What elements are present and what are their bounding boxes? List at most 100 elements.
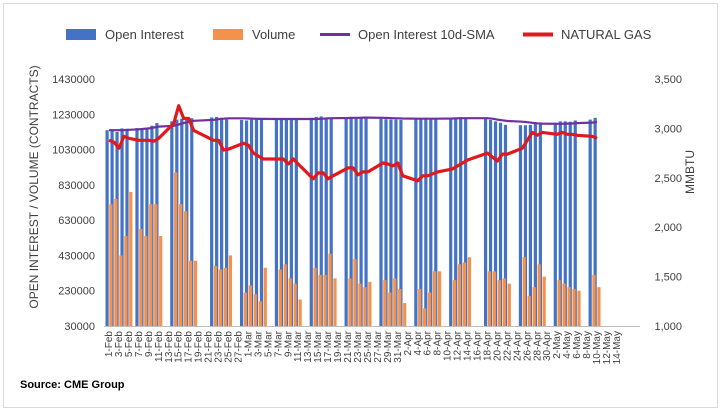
volume-bar <box>418 288 422 326</box>
x-tick-label: 5-Mar <box>263 330 274 357</box>
x-tick-label: 9-Feb <box>144 331 155 358</box>
open-interest-bar <box>105 130 109 326</box>
x-tick-label: 14-Apr <box>463 330 474 361</box>
x-tick-label: 9-Mar <box>283 330 294 357</box>
open-interest-bar <box>140 128 144 326</box>
x-tick-label: 6-May <box>572 331 583 359</box>
open-interest-bar <box>488 119 493 326</box>
x-tick-label: 23-Feb <box>214 331 225 363</box>
x-tick-label: 27-Mar <box>373 330 384 362</box>
x-tick-label: 31-Mar <box>393 330 404 362</box>
volume-bar <box>572 288 576 326</box>
y-axis-left-ticks: 30000 230000 430000 630000 830000 1030000 1230… <box>52 74 95 333</box>
open-interest-bar <box>503 124 508 326</box>
source-note: Source: CME Group <box>20 379 125 391</box>
open-interest-bar <box>459 117 463 326</box>
x-tick-label: 8-Apr <box>433 330 444 355</box>
volume-bar <box>283 264 287 326</box>
volume-bar <box>542 276 546 326</box>
open-interest-bar <box>523 125 528 326</box>
x-tick-label: 30-Apr <box>542 330 553 361</box>
open-interest-bar <box>389 119 393 326</box>
volume-bar <box>507 283 511 326</box>
open-interest-bar <box>364 117 368 326</box>
open-interest-bar <box>225 119 229 326</box>
y-left-tick-label: 230000 <box>58 286 95 298</box>
open-interest-bar <box>394 119 398 326</box>
volume-bars <box>109 172 601 326</box>
volume-bar <box>278 269 282 326</box>
x-tick-label: 21-Feb <box>204 331 215 363</box>
y-axis-left-title: OPEN INTEREST / VOLUME (CONTRACTS) <box>27 65 41 308</box>
volume-bar <box>318 274 322 326</box>
open-interest-bar <box>419 118 423 326</box>
volume-bar <box>298 299 302 326</box>
line-series <box>108 104 598 183</box>
volume-bar <box>527 296 531 326</box>
x-tick-label: 25-Mar <box>363 330 374 362</box>
volume-bar <box>467 257 472 326</box>
open-interest-bar <box>324 117 328 326</box>
x-tick-label: 2-May <box>552 331 563 359</box>
x-tick-label: 15-Mar <box>313 330 324 362</box>
volume-bar <box>398 288 402 326</box>
volume-bar <box>154 204 158 326</box>
volume-bar <box>218 269 223 326</box>
volume-bar <box>248 285 252 326</box>
open-interest-bar <box>483 117 488 326</box>
volume-bar <box>532 287 536 326</box>
open-interest-bar <box>359 117 363 326</box>
volume-bar <box>452 280 457 326</box>
y-left-tick-label: 1230000 <box>52 109 95 121</box>
x-tick-label: 20-Apr <box>492 330 503 361</box>
x-tick-label: 14-May <box>612 331 623 364</box>
x-tick-label: 8-May <box>582 331 593 359</box>
y-right-tick-label: 1,000 <box>654 321 682 333</box>
natural-gas-line <box>108 104 598 183</box>
x-tick-label: 13-Feb <box>164 331 175 363</box>
x-tick-label: 28-Apr <box>532 330 543 361</box>
x-tick-label: 17-Mar <box>323 330 334 362</box>
volume-bar <box>179 204 183 326</box>
open-interest-bar <box>379 118 383 326</box>
volume-bar <box>188 260 193 326</box>
open-interest-bar <box>125 128 129 326</box>
open-interest-bar <box>254 119 259 326</box>
open-interest-bar <box>244 120 249 326</box>
open-interest-bar <box>294 119 298 326</box>
volume-bar <box>323 274 327 326</box>
open-interest-bar <box>274 119 279 327</box>
open-interest-bar <box>429 118 433 326</box>
legend-label-natural-gas: NATURAL GAS <box>561 27 652 42</box>
volume-bar <box>293 283 297 326</box>
volume-bar <box>129 191 133 326</box>
open-interest-bar <box>239 119 244 326</box>
open-interest-bar <box>573 120 577 326</box>
open-interest-bar <box>279 119 283 326</box>
x-tick-label: 10-Apr <box>443 330 454 361</box>
volume-bar <box>383 280 387 326</box>
open-interest-bar <box>249 119 254 326</box>
volume-bar <box>243 292 247 326</box>
open-interest-bar <box>533 123 537 326</box>
x-tick-label: 19-Feb <box>194 331 205 363</box>
x-tick-label: 5-Feb <box>124 331 135 358</box>
x-tick-label: 21-Mar <box>343 330 354 362</box>
y-left-tick-label: 630000 <box>58 215 95 227</box>
volume-bar <box>223 267 228 326</box>
open-interest-bar <box>170 121 174 326</box>
open-interest-bar <box>464 117 468 326</box>
volume-bar <box>263 267 267 326</box>
volume-bar <box>567 287 571 326</box>
open-interest-bar <box>593 117 597 326</box>
open-interest-bars <box>105 116 597 327</box>
open-interest-bar <box>588 119 592 326</box>
volume-bar <box>363 287 367 326</box>
volume-bar <box>313 267 317 326</box>
volume-bar <box>348 278 352 326</box>
open-interest-bar <box>563 121 567 326</box>
open-interest-bar <box>135 128 139 326</box>
open-interest-bar <box>553 122 557 327</box>
x-tick-label: 26-Apr <box>522 330 533 361</box>
